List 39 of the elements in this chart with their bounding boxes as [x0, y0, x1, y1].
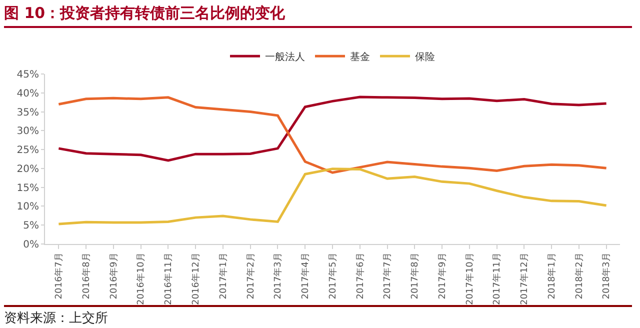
x-tick-label: 2017年10月 — [464, 252, 476, 305]
x-tick-label: 2016年9月 — [108, 252, 120, 300]
line-series — [57, 96, 608, 174]
y-tick-label: 10% — [16, 202, 39, 213]
x-tick-label: 2017年4月 — [300, 252, 312, 300]
x-tick-label: 2017年7月 — [382, 252, 394, 300]
x-tick-label: 2018年1月 — [546, 252, 558, 300]
x-tick-label: 2016年7月 — [54, 252, 65, 300]
x-tick-label: 2016年8月 — [80, 252, 92, 300]
legend-label: 保险 — [415, 51, 435, 63]
y-tick-label: 25% — [16, 145, 39, 156]
legend-label: 一般法人 — [265, 51, 305, 63]
line-series — [57, 96, 608, 162]
x-tick-label: 2016年11月 — [163, 252, 174, 305]
y-tick-label: 5% — [23, 220, 39, 232]
x-tick-label: 2018年2月 — [574, 252, 585, 300]
x-tick-label: 2017年5月 — [327, 252, 338, 300]
x-tick-label: 2017年2月 — [245, 252, 256, 300]
y-tick-label: 40% — [16, 88, 39, 100]
y-tick-label: 45% — [16, 70, 39, 80]
y-tick-label: 0% — [23, 240, 39, 250]
x-tick-label: 2017年9月 — [436, 252, 448, 300]
text: 资料来源：上交所 — [4, 305, 632, 327]
y-tick-label: 15% — [16, 182, 39, 194]
x-tick-label: 2017年1月 — [218, 252, 229, 300]
x-tick-label: 2017年12月 — [519, 252, 530, 305]
x-tick-label: 2017年3月 — [272, 252, 284, 300]
y-tick-label: 20% — [16, 164, 39, 175]
x-tick-label: 2017年11月 — [492, 252, 503, 305]
x-tick-label: 2018年3月 — [601, 252, 612, 300]
y-tick-label: 35% — [16, 107, 39, 118]
y-tick-label: 30% — [16, 126, 39, 138]
x-tick-label: 2016年10月 — [136, 252, 147, 305]
legend-label: 基金 — [350, 51, 370, 63]
x-tick-label: 2017年8月 — [410, 252, 421, 300]
x-tick-label: 2016年12月 — [190, 252, 202, 305]
x-tick-label: 2017年6月 — [354, 252, 366, 300]
chart-title: 图 10：投资者持有转债前三名比例的变化 — [4, 4, 632, 28]
line-series — [57, 168, 608, 226]
